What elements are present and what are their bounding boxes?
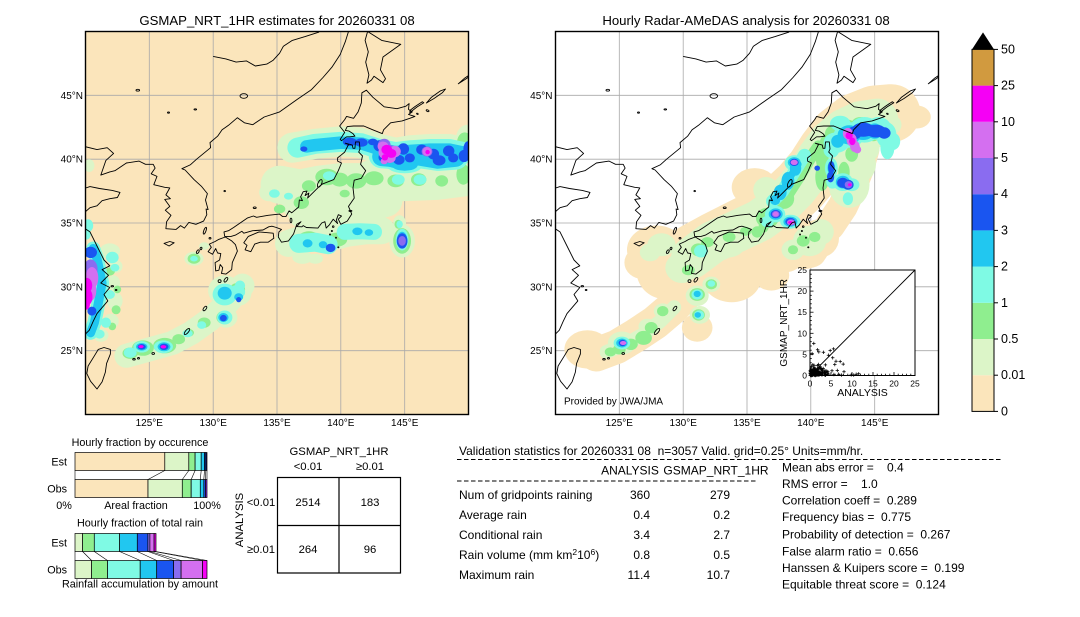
svg-text:False alarm ratio = 0.656: False alarm ratio = 0.656 — [782, 545, 919, 559]
svg-text:45°N: 45°N — [530, 91, 552, 102]
svg-text:Obs: Obs — [47, 484, 67, 496]
svg-text:0.4: 0.4 — [633, 508, 650, 522]
svg-text:4: 4 — [1001, 187, 1008, 201]
svg-text:Equitable threat score = 0.12: Equitable threat score = 0.124 — [782, 578, 946, 592]
svg-text:2: 2 — [1001, 260, 1008, 274]
svg-text:25: 25 — [798, 265, 808, 275]
svg-text:0: 0 — [1001, 404, 1008, 418]
svg-text:Frequency bias = 0.775: Frequency bias = 0.775 — [782, 510, 911, 524]
svg-text:1: 1 — [1001, 296, 1008, 310]
svg-text:10.7: 10.7 — [707, 568, 731, 582]
svg-text:45°N: 45°N — [61, 91, 83, 102]
svg-text:11.4: 11.4 — [628, 568, 651, 582]
svg-text:183: 183 — [361, 497, 380, 509]
svg-text:GSMAP_NRT_1HR: GSMAP_NRT_1HR — [290, 446, 389, 458]
svg-text:Num of gridpoints raining: Num of gridpoints raining — [459, 488, 592, 502]
svg-text:25: 25 — [1001, 79, 1015, 93]
svg-text:25°N: 25°N — [61, 346, 83, 357]
svg-text:GSMAP_NRT_1HR estimates for 20: GSMAP_NRT_1HR estimates for 20260331 08 — [139, 13, 414, 28]
svg-text:100%: 100% — [193, 500, 221, 512]
svg-text:<0.01: <0.01 — [294, 461, 323, 473]
svg-text:Rainfall accumulation by amoun: Rainfall accumulation by amount — [62, 579, 218, 591]
svg-text:RMS error = 1.0: RMS error = 1.0 — [782, 477, 878, 491]
svg-text:0.8: 0.8 — [633, 548, 650, 562]
svg-text:5: 5 — [1001, 151, 1008, 165]
svg-text:GSMAP_NRT_1HR: GSMAP_NRT_1HR — [663, 464, 768, 478]
svg-text:5: 5 — [802, 349, 807, 359]
svg-text:GSMAP_NRT_1HR: GSMAP_NRT_1HR — [779, 279, 790, 367]
svg-text:35°N: 35°N — [530, 219, 552, 230]
svg-text:Probability of detection = 0.: Probability of detection = 0.267 — [782, 528, 951, 542]
svg-text:0.01: 0.01 — [1001, 368, 1025, 382]
svg-text:125°E: 125°E — [606, 418, 634, 429]
svg-text:130°E: 130°E — [670, 418, 698, 429]
svg-text:Validation statistics for 2026: Validation statistics for 20260331 08 n=… — [459, 444, 863, 458]
svg-text:Areal fraction: Areal fraction — [104, 500, 168, 512]
svg-text:96: 96 — [364, 544, 377, 556]
svg-text:Hourly fraction by occurence: Hourly fraction by occurence — [72, 437, 209, 449]
svg-text:5: 5 — [829, 379, 834, 389]
svg-text:Correlation coeff = 0.289: Correlation coeff = 0.289 — [782, 494, 917, 508]
svg-text:50: 50 — [1001, 42, 1015, 56]
svg-text:30°N: 30°N — [61, 282, 83, 293]
svg-text:20: 20 — [889, 379, 899, 389]
svg-text:ANALYSIS: ANALYSIS — [601, 464, 659, 478]
svg-text:264: 264 — [299, 544, 318, 556]
svg-text:2514: 2514 — [295, 497, 320, 509]
svg-text:279: 279 — [710, 488, 730, 502]
svg-text:0%: 0% — [56, 500, 72, 512]
svg-text:Average rain: Average rain — [459, 508, 527, 522]
svg-text:135°E: 135°E — [733, 418, 761, 429]
svg-text:130°E: 130°E — [200, 418, 228, 429]
svg-text:2.7: 2.7 — [713, 528, 730, 542]
svg-text:<0.01: <0.01 — [247, 497, 276, 509]
svg-text:0.5: 0.5 — [713, 548, 730, 562]
svg-text:0.2: 0.2 — [713, 508, 730, 522]
svg-text:25: 25 — [910, 379, 920, 389]
svg-text:Hourly fraction of total rain: Hourly fraction of total rain — [77, 518, 203, 530]
svg-text:0.5: 0.5 — [1001, 332, 1018, 346]
svg-text:140°E: 140°E — [797, 418, 825, 429]
svg-text:140°E: 140°E — [327, 418, 355, 429]
svg-text:125°E: 125°E — [136, 418, 164, 429]
svg-text:ANALYSIS: ANALYSIS — [837, 387, 888, 399]
svg-text:40°N: 40°N — [61, 155, 83, 166]
svg-text:145°E: 145°E — [861, 418, 889, 429]
svg-text:145°E: 145°E — [391, 418, 419, 429]
svg-text:20: 20 — [798, 286, 808, 296]
svg-text:10: 10 — [1001, 115, 1015, 129]
svg-text:25°N: 25°N — [530, 346, 552, 357]
svg-text:Hanssen & Kuipers score = 0.1: Hanssen & Kuipers score = 0.199 — [782, 561, 965, 575]
svg-text:Maximum rain: Maximum rain — [459, 568, 534, 582]
svg-text:30°N: 30°N — [530, 282, 552, 293]
svg-text:3: 3 — [1001, 223, 1008, 237]
svg-text:Conditional rain: Conditional rain — [459, 528, 542, 542]
svg-text:0: 0 — [808, 379, 813, 389]
svg-text:Obs: Obs — [47, 565, 67, 577]
svg-text:360: 360 — [630, 488, 650, 502]
svg-text:135°E: 135°E — [263, 418, 291, 429]
svg-text:≥0.01: ≥0.01 — [247, 544, 275, 556]
svg-text:ANALYSIS: ANALYSIS — [234, 492, 246, 547]
svg-text:≥0.01: ≥0.01 — [356, 461, 384, 473]
svg-text:Hourly Radar-AMeDAS analysis f: Hourly Radar-AMeDAS analysis for 2026033… — [602, 13, 889, 28]
svg-text:10: 10 — [798, 328, 808, 338]
svg-text:0: 0 — [802, 371, 807, 381]
svg-text:Provided by JWA/JMA: Provided by JWA/JMA — [564, 397, 663, 408]
svg-text:3.4: 3.4 — [633, 528, 650, 542]
svg-text:Mean abs error = 0.4: Mean abs error = 0.4 — [782, 461, 904, 475]
svg-text:Est: Est — [51, 538, 67, 550]
svg-text:15: 15 — [798, 307, 808, 317]
svg-text:40°N: 40°N — [530, 155, 552, 166]
svg-text:Rain volume (mm km2106): Rain volume (mm km2106) — [459, 547, 599, 562]
svg-text:35°N: 35°N — [61, 219, 83, 230]
svg-text:Est: Est — [51, 457, 67, 469]
